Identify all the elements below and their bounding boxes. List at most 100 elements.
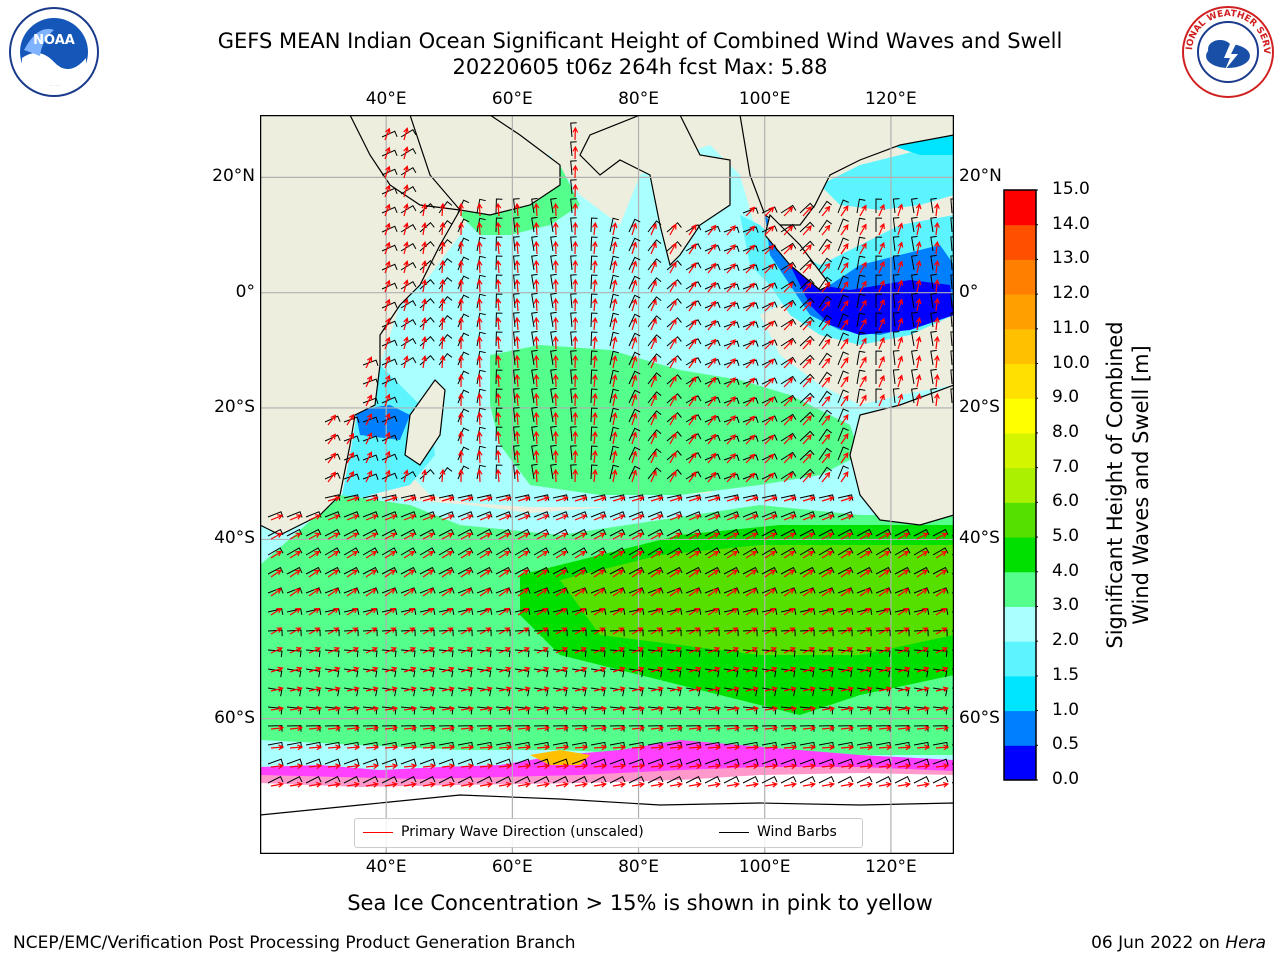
wind-barb	[837, 758, 854, 766]
wave-direction-arrow	[650, 393, 657, 407]
wave-direction-arrow	[859, 686, 873, 693]
wind-barb	[666, 587, 683, 594]
wave-direction-arrow	[422, 532, 435, 540]
wave-direction-arrow	[346, 451, 355, 464]
wave-direction-arrow	[611, 336, 618, 350]
wave-direction-arrow	[555, 495, 569, 502]
wind-barb	[533, 494, 550, 501]
wind-barb	[495, 725, 511, 732]
wind-barb	[438, 295, 453, 309]
colorbar-tick-label: 9.0	[1052, 387, 1080, 408]
wave-direction-arrow	[650, 374, 657, 388]
wave-direction-arrow	[572, 278, 579, 293]
wave-direction-arrow	[783, 588, 795, 597]
wave-direction-arrow	[458, 468, 464, 483]
wave-direction-arrow	[441, 627, 454, 635]
wave-direction-arrow	[631, 374, 638, 388]
wave-direction-arrow	[289, 781, 304, 788]
wind-barb	[875, 547, 892, 556]
wind-barb	[457, 629, 473, 637]
wind-barb	[911, 254, 918, 271]
wind-barb	[647, 566, 664, 575]
wind-barb	[647, 448, 662, 461]
colorbar-swatch	[1004, 432, 1036, 469]
wind-barb	[495, 547, 512, 556]
wave-direction-arrow	[439, 221, 446, 236]
wind-barb	[362, 687, 378, 697]
wave-direction-arrow	[669, 495, 683, 502]
wave-direction-arrow	[365, 588, 377, 597]
wind-barb	[476, 566, 493, 575]
wave-direction-arrow	[764, 607, 777, 616]
wave-direction-arrow	[592, 297, 598, 312]
wave-direction-arrow	[498, 607, 511, 616]
wave-direction-arrow	[611, 393, 618, 407]
wind-barb	[761, 453, 778, 461]
wind-barb	[780, 356, 797, 366]
wind-barb	[590, 445, 598, 461]
wave-direction-arrow	[458, 411, 464, 426]
wave-direction-arrow	[745, 514, 759, 521]
wind-barb	[856, 608, 873, 615]
wind-barb	[438, 200, 453, 214]
wind-barb	[590, 649, 606, 658]
wave-direction-arrow	[650, 705, 665, 712]
wave-direction-arrow	[821, 205, 831, 217]
wind-barb	[533, 725, 549, 732]
wind-barb	[550, 254, 557, 271]
wave-direction-arrow	[783, 725, 798, 732]
wave-direction-arrow	[840, 705, 855, 712]
wave-direction-arrow	[783, 225, 794, 236]
wind-barb	[343, 668, 359, 678]
graticule	[260, 115, 954, 854]
wave-direction-arrow	[592, 354, 598, 369]
wave-direction-arrow	[592, 335, 598, 350]
wind-barb	[799, 392, 815, 404]
wave-direction-arrow	[422, 588, 434, 597]
wave-direction-arrow	[764, 396, 775, 407]
wind-barb	[742, 302, 759, 309]
wave-direction-arrow	[327, 744, 342, 751]
wave-direction-arrow	[745, 744, 760, 751]
wave-direction-arrow	[631, 607, 644, 616]
wind-barb	[913, 668, 929, 678]
wave-direction-arrow	[479, 569, 491, 578]
wave-direction-arrow	[726, 705, 741, 712]
wind-barb	[571, 566, 588, 575]
wave-direction-arrow	[897, 686, 911, 693]
wave-direction-arrow	[821, 243, 831, 255]
lat-tick-right: 0°	[959, 281, 979, 302]
lat-tick-left: 40°S	[214, 528, 255, 549]
wave-direction-arrow	[840, 514, 854, 521]
wind-barb	[628, 351, 641, 366]
wave-direction-arrow	[859, 550, 872, 559]
wave-direction-arrow	[403, 184, 409, 198]
wave-direction-arrow	[745, 550, 758, 559]
wind-barb	[742, 758, 759, 766]
wind-barb	[571, 758, 588, 766]
wave-direction-arrow	[688, 607, 701, 616]
wind-barb	[324, 649, 340, 658]
wind-barb	[837, 687, 853, 697]
wave-direction-arrow	[650, 744, 665, 751]
wave-direction-arrow	[514, 411, 521, 426]
wave-direction-arrow	[859, 588, 871, 597]
wind-barb	[590, 547, 607, 556]
wind-barb	[875, 629, 891, 637]
wave-direction-arrow	[688, 471, 697, 483]
wave-direction-arrow	[439, 335, 446, 350]
wave-direction-arrow	[552, 316, 559, 331]
wind-barb	[856, 350, 866, 366]
lat-tick-right: 20°S	[959, 396, 1000, 417]
wind-barb	[894, 725, 910, 732]
wave-direction-arrow	[422, 686, 436, 693]
wind-barb	[704, 494, 721, 501]
wave-direction-arrow	[612, 588, 624, 597]
wind-barb	[666, 298, 682, 309]
wind-barb	[550, 216, 557, 233]
wind-barb	[362, 776, 379, 784]
wind-barb	[685, 471, 702, 480]
wind-barb	[476, 236, 486, 252]
map-title-line1: GEFS MEAN Indian Ocean Significant Heigh…	[217, 29, 1063, 53]
wave-direction-arrow	[517, 763, 532, 770]
